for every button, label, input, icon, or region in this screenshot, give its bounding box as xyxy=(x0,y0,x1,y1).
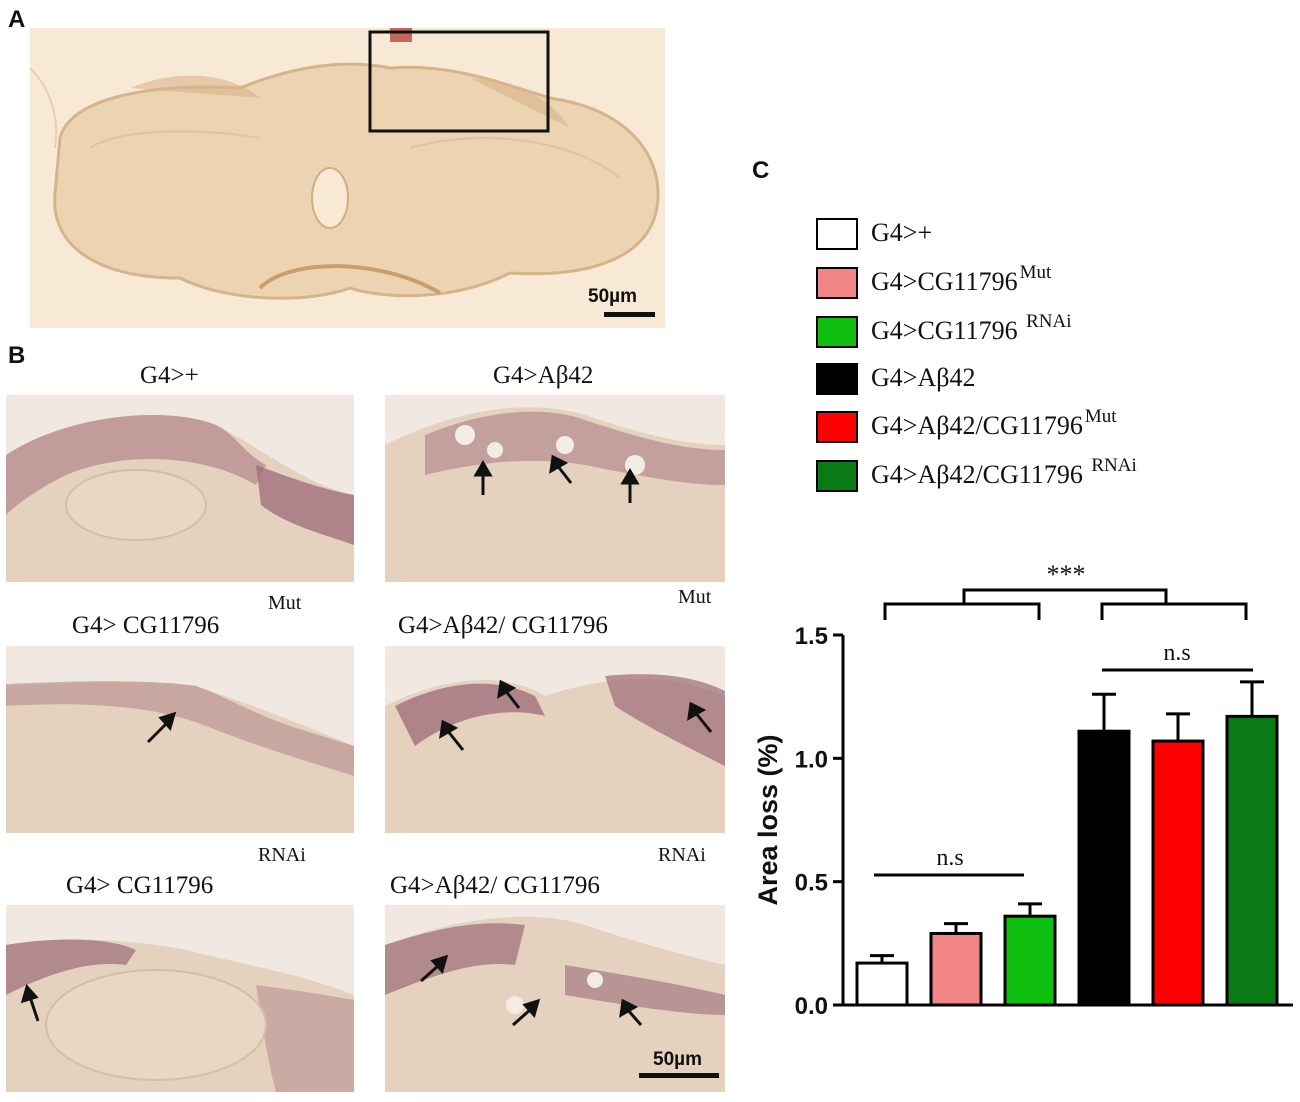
micrograph-title-4: G4>Aβ42/ CG11796 xyxy=(398,612,608,639)
panel-a-scale-label: 50µm xyxy=(588,286,637,307)
panel-a-letter: A xyxy=(8,6,26,33)
micrograph-title-1: G4>+ xyxy=(140,362,199,389)
bracket-left xyxy=(883,602,1041,620)
panel-b-letter: B xyxy=(8,342,26,369)
micrograph-title-2: G4>Aβ42 xyxy=(493,362,594,389)
legend-label-3: G4>CG11796 RNAi xyxy=(871,311,1072,345)
legend-swatch-1 xyxy=(816,218,858,250)
micrograph-title-3: G4> CG11796 xyxy=(72,612,220,639)
legend-label-6: G4>Aβ42/CG11796 RNAi xyxy=(871,455,1137,489)
bar-6 xyxy=(1225,714,1279,1007)
legend-swatch-5 xyxy=(816,411,858,443)
micrograph-2 xyxy=(385,395,725,582)
bar-2 xyxy=(929,931,983,1007)
panel-b-scale-label: 50µm xyxy=(653,1049,702,1070)
panel-a-micrograph: 50µm xyxy=(30,28,665,328)
significance-label: *** xyxy=(1047,560,1086,589)
bar-1 xyxy=(855,961,909,1007)
y-tick-label-1: 0.5 xyxy=(795,870,828,897)
y-axis-label: Area loss (%) xyxy=(753,734,783,905)
micrograph-1 xyxy=(6,395,354,582)
micrograph-5 xyxy=(6,905,354,1092)
legend-label-2: G4>CG11796 Mut xyxy=(871,262,1052,296)
legend-label-5: G4>Aβ42/CG11796 Mut xyxy=(871,406,1117,440)
legend-swatch-4 xyxy=(816,363,858,395)
micrograph-sup-5: RNAi xyxy=(258,844,306,866)
micrograph-4 xyxy=(385,646,725,833)
ns-low-label: n.s xyxy=(936,845,963,871)
y-tick-label-2: 1.0 xyxy=(795,746,828,773)
micrograph-3 xyxy=(6,646,354,833)
legend-label-1: G4>+ xyxy=(871,218,933,247)
legend-swatch-2 xyxy=(816,267,858,299)
bar-4 xyxy=(1077,729,1131,1007)
bracket-top xyxy=(962,588,1168,604)
bracket-right xyxy=(1100,602,1248,620)
y-tick-label-3: 1.5 xyxy=(795,623,828,650)
panel-c-letter: C xyxy=(752,157,770,184)
micrograph-sup-4: Mut xyxy=(678,586,712,608)
bar-5 xyxy=(1151,739,1205,1007)
micrograph-title-6: G4>Aβ42/ CG11796 xyxy=(390,872,600,899)
legend-swatch-6 xyxy=(816,460,858,492)
legend-swatch-3 xyxy=(816,316,858,348)
y-tick-label-0: 0.0 xyxy=(795,993,828,1020)
legend-label-4: G4>Aβ42 xyxy=(871,363,976,392)
micrograph-sup-6: RNAi xyxy=(658,844,706,866)
micrograph-sup-3: Mut xyxy=(268,592,302,614)
micrograph-6: 50µm xyxy=(385,905,725,1092)
ns-high-label: n.s xyxy=(1163,640,1190,666)
micrograph-title-5: G4> CG11796 xyxy=(66,872,214,899)
bar-3 xyxy=(1003,914,1057,1007)
